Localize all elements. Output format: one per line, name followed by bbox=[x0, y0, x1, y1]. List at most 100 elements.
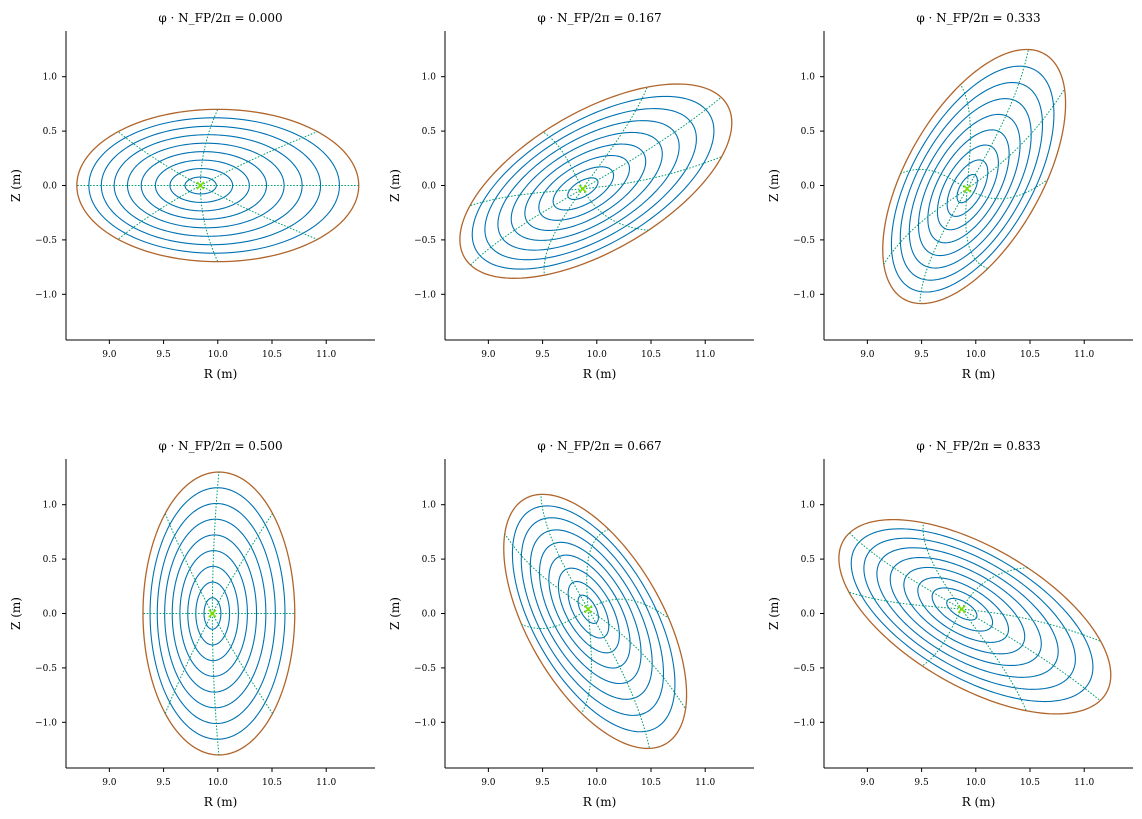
theta-line-1 bbox=[961, 608, 1101, 642]
x-tick-label: 9.5 bbox=[914, 778, 929, 788]
x-axis-label: R (m) bbox=[583, 795, 617, 809]
theta-line-2 bbox=[199, 109, 219, 186]
y-tick-label: −1.0 bbox=[793, 718, 815, 728]
x-tick-label: 9.0 bbox=[860, 350, 875, 360]
y-tick-label: 0.0 bbox=[801, 182, 816, 192]
y-tick-label: 0.5 bbox=[43, 127, 58, 137]
y-tick-label: −0.5 bbox=[414, 236, 436, 246]
plot-area bbox=[838, 518, 1112, 715]
flux-surface-3 bbox=[187, 565, 239, 662]
flux-surface-5 bbox=[917, 113, 1021, 257]
y-tick-label: −0.5 bbox=[35, 236, 57, 246]
x-tick-label: 11.0 bbox=[1074, 350, 1094, 360]
boundary-curve bbox=[503, 493, 688, 750]
flux-surface-7 bbox=[520, 517, 665, 716]
flux-surface-6 bbox=[113, 134, 303, 237]
flux-surface-8 bbox=[850, 528, 1094, 703]
y-axis-label: Z (m) bbox=[388, 169, 402, 202]
theta-line-0 bbox=[966, 49, 1029, 190]
plot-area bbox=[76, 108, 360, 263]
theta-line-4 bbox=[470, 188, 583, 266]
magnetic-axis-marker bbox=[584, 605, 593, 614]
x-tick-label: 10.0 bbox=[966, 350, 986, 360]
x-tick-label: 9.5 bbox=[535, 778, 550, 788]
theta-line-0 bbox=[587, 608, 650, 749]
theta-line-1 bbox=[960, 84, 971, 189]
panel-0: 9.0 9.5 10.0 10.5 11.0 −1.0 −0.5 0.0 0.5 1.0 R (m)… bbox=[9, 11, 375, 381]
theta-line-6 bbox=[921, 608, 963, 667]
magnetic-axis-marker bbox=[208, 609, 217, 618]
flux-surface-5 bbox=[171, 534, 258, 693]
y-tick-label: −0.5 bbox=[414, 664, 436, 674]
x-axis-label: R (m) bbox=[204, 795, 238, 809]
flux-surface-2 bbox=[946, 159, 989, 217]
theta-line-7 bbox=[200, 185, 318, 240]
x-axis-label: R (m) bbox=[962, 795, 996, 809]
panels: 9.0 9.5 10.0 10.5 11.0 −1.0 −0.5 0.0 0.5 1.0 R (m)… bbox=[9, 11, 1133, 809]
x-axis-label: R (m) bbox=[204, 367, 238, 381]
theta-line-6 bbox=[199, 185, 219, 262]
x-tick-label: 9.0 bbox=[102, 350, 117, 360]
theta-line-2 bbox=[961, 567, 1028, 610]
theta-line-7 bbox=[211, 613, 273, 714]
flux-surface-5 bbox=[538, 541, 642, 685]
y-tick-label: −1.0 bbox=[35, 718, 57, 728]
y-axis-label: Z (m) bbox=[9, 169, 23, 202]
flux-surface-3 bbox=[557, 567, 620, 654]
panel-title: φ · N_FP/2π = 0.333 bbox=[916, 11, 1040, 25]
plot-area bbox=[459, 83, 733, 279]
y-tick-label: 0.0 bbox=[422, 610, 437, 620]
x-tick-label: 10.5 bbox=[262, 778, 282, 788]
x-tick-label: 11.0 bbox=[695, 778, 715, 788]
flux-surface-2 bbox=[567, 580, 610, 639]
y-tick-label: 0.0 bbox=[422, 182, 437, 192]
flux-surface-4 bbox=[903, 566, 1026, 655]
y-tick-label: 0.5 bbox=[422, 555, 437, 565]
y-tick-label: 0.5 bbox=[801, 127, 816, 137]
y-tick-label: −0.5 bbox=[793, 236, 815, 246]
x-tick-label: 10.5 bbox=[1020, 778, 1040, 788]
theta-line-2 bbox=[211, 472, 220, 614]
theta-line-0 bbox=[582, 96, 722, 190]
y-axis-label: Z (m) bbox=[388, 597, 402, 630]
theta-line-1 bbox=[200, 131, 318, 186]
theta-line-3 bbox=[117, 131, 201, 186]
x-tick-label: 10.0 bbox=[587, 778, 607, 788]
y-tick-label: −1.0 bbox=[35, 290, 57, 300]
panel-5: 9.0 9.5 10.0 10.5 11.0 −1.0 −0.5 0.0 0.5 1.0 R (m)… bbox=[767, 439, 1133, 809]
boundary-curve bbox=[76, 108, 360, 263]
y-tick-label: 1.0 bbox=[43, 501, 58, 511]
theta-line-4 bbox=[849, 532, 962, 610]
y-tick-label: 1.0 bbox=[422, 73, 437, 83]
flux-surface-1 bbox=[577, 594, 599, 624]
y-axis-label: Z (m) bbox=[767, 597, 781, 630]
x-tick-label: 10.5 bbox=[641, 350, 661, 360]
y-tick-label: 0.0 bbox=[43, 182, 58, 192]
flux-surface-6 bbox=[876, 547, 1059, 678]
flux-surface-7 bbox=[484, 108, 697, 261]
x-tick-label: 9.0 bbox=[102, 778, 117, 788]
panel-4: 9.0 9.5 10.0 10.5 11.0 −1.0 −0.5 0.0 0.5 1.0 R (m)… bbox=[388, 439, 754, 809]
x-tick-label: 10.0 bbox=[208, 350, 228, 360]
flux-surface-8 bbox=[88, 117, 340, 254]
flux-surface-7 bbox=[899, 81, 1044, 281]
theta-line-3 bbox=[922, 522, 963, 610]
theta-line-7 bbox=[961, 608, 1027, 711]
boundary-curve bbox=[838, 518, 1112, 715]
y-tick-label: 1.0 bbox=[801, 73, 816, 83]
x-tick-label: 9.0 bbox=[481, 778, 496, 788]
y-tick-label: 0.5 bbox=[801, 555, 816, 565]
flux-surface-4 bbox=[927, 129, 1010, 244]
panel-title: φ · N_FP/2π = 0.833 bbox=[916, 439, 1040, 453]
flux-surface-3 bbox=[936, 144, 999, 231]
y-tick-label: −1.0 bbox=[414, 718, 436, 728]
flux-surface-6 bbox=[908, 98, 1032, 269]
boundary-curve bbox=[142, 471, 296, 756]
y-tick-label: −0.5 bbox=[35, 664, 57, 674]
flux-surface-2 bbox=[169, 168, 234, 203]
x-tick-label: 9.5 bbox=[156, 350, 171, 360]
plot-area bbox=[503, 493, 688, 750]
y-tick-label: −1.0 bbox=[414, 290, 436, 300]
y-tick-label: 1.0 bbox=[43, 73, 58, 83]
